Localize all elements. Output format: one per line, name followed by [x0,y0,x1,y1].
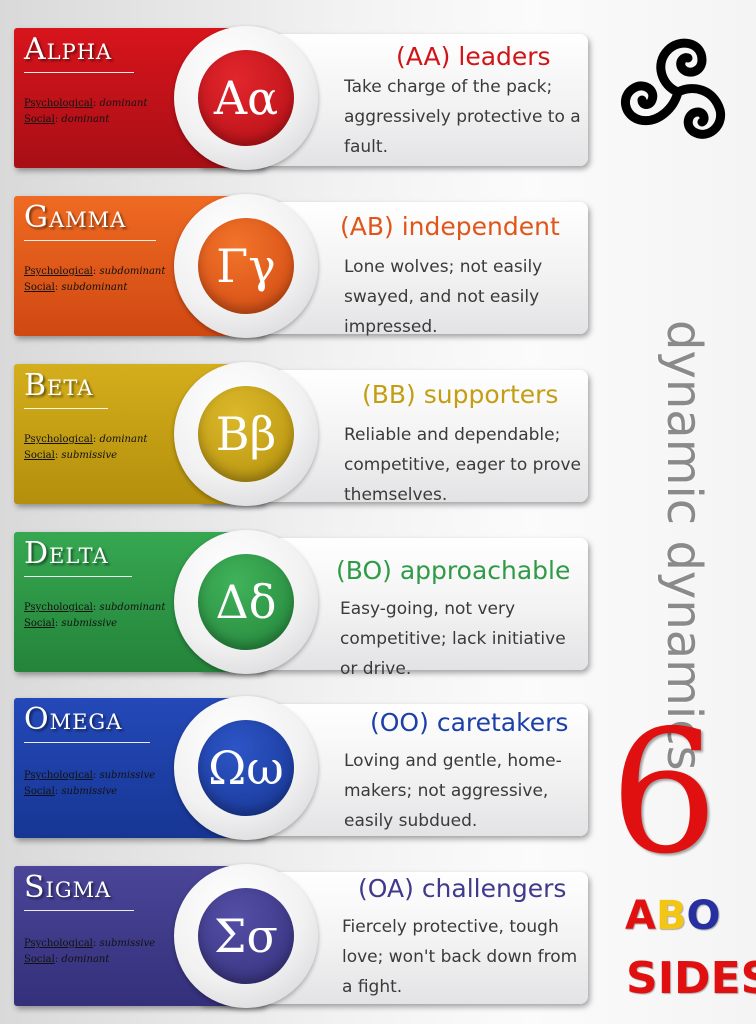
greek-symbol: Σσ [198,888,294,984]
greek-symbol: Ββ [198,386,294,482]
abo-a: A [625,893,656,939]
symbol-ring: Δδ [174,530,318,674]
type-name: Delta [24,536,109,571]
type-name: Beta [24,368,94,403]
abo-text: ABO [625,893,720,939]
name-underline [24,72,134,73]
abo-o: O [686,893,721,939]
social-trait: Social: dominant [24,114,110,125]
symbol-ring: Ωω [174,696,318,840]
symbol-ring: Σσ [174,864,318,1008]
card-heading: (BB) supporters [362,380,559,409]
type-name: Gamma [24,200,127,235]
greek-symbol: Γγ [198,218,294,314]
psych-trait: Psychological: submissive [24,938,156,949]
card-description: Take charge of the pack; aggressively pr… [344,77,581,157]
card-heading: (BO) approachable [336,556,571,585]
psych-trait: Psychological: dominant [24,98,148,109]
card-heading: (AA) leaders [396,42,551,71]
card-heading: (OA) challengers [358,874,567,903]
type-name: Alpha [24,32,113,67]
card-heading: (OO) caretakers [370,708,569,737]
greek-symbol: Αα [198,50,294,146]
card-alpha: Alpha Psychological: dominant Social: do… [14,26,588,170]
card-description: Lone wolves; not easily swayed, and not … [344,257,543,337]
card-omega: Omega Psychological: submissive Social: … [14,696,588,840]
social-trait: Social: dominant [24,954,110,965]
card-gamma: Gamma Psychological: subdominant Social:… [14,194,588,338]
side-title: dynamic dynamics [656,320,712,771]
sides-text: SIDES [626,953,756,1004]
social-trait: Social: submissive [24,786,118,797]
greek-symbol: Ωω [198,720,294,816]
card-sigma: Sigma Psychological: submissive Social: … [14,864,588,1008]
type-name: Omega [24,702,123,737]
type-name: Sigma [24,870,112,905]
social-trait: Social: submissive [24,618,118,629]
social-trait: Social: subdominant [24,282,128,293]
card-heading: (AB) independent [340,212,560,241]
name-underline [24,910,134,911]
card-description: Reliable and dependable; competitive, ea… [344,425,581,505]
card-description: Loving and gentle, home-makers; not aggr… [344,751,562,831]
abo-b: B [655,893,687,939]
card-beta: Beta Psychological: dominant Social: sub… [14,362,588,506]
psych-trait: Psychological: submissive [24,770,156,781]
symbol-ring: Αα [174,26,318,170]
psych-trait: Psychological: subdominant [24,602,166,613]
name-underline [24,742,150,743]
triskelion-logo [621,38,726,139]
symbol-ring: Ββ [174,362,318,506]
psych-trait: Psychological: subdominant [24,266,166,277]
social-trait: Social: submissive [24,450,118,461]
name-underline [24,240,156,241]
symbol-ring: Γγ [174,194,318,338]
greek-symbol: Δδ [198,554,294,650]
card-delta: Delta Psychological: subdominant Social:… [14,530,588,679]
name-underline [24,576,132,577]
name-underline [24,408,108,409]
card-description: Fiercely protective, tough love; won't b… [342,917,578,997]
six-number: 6 [609,694,719,892]
psych-trait: Psychological: dominant [24,434,148,445]
card-description: Easy-going, not very competitive; lack i… [340,599,566,679]
